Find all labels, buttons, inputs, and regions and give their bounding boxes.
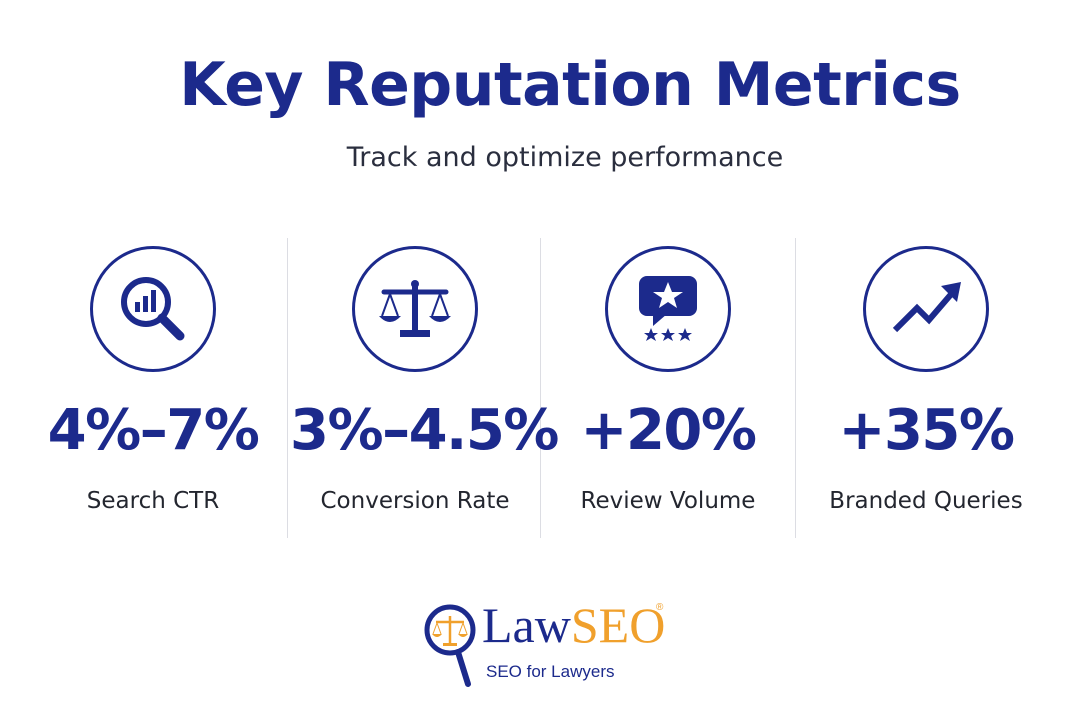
scales-of-justice-icon [352, 246, 478, 372]
metric-label: Conversion Rate [320, 488, 510, 514]
trending-up-arrow-icon [863, 246, 989, 372]
logo-word-seo: SEO [570, 597, 666, 653]
metric-label: Review Volume [580, 488, 756, 514]
page-title: Key Reputation Metrics [179, 50, 961, 120]
registered-mark: ® [656, 602, 664, 613]
metric-value: +35% [838, 398, 1015, 463]
magnifier-scales-logo-icon [424, 604, 476, 687]
lawseo-logo: LawSEO ® SEO for Lawyers [420, 598, 680, 690]
metric-label: Search CTR [86, 488, 220, 514]
logo-wordmark: LawSEO [482, 600, 665, 650]
metric-card-conversion-rate: 3%–4.5% Conversion Rate [290, 238, 559, 538]
metric-value: +20% [580, 398, 757, 463]
metric-card-branded-queries: +35% Branded Queries [801, 238, 1051, 538]
column-divider [795, 238, 796, 538]
metric-value: 3%–4.5% [290, 398, 559, 463]
metric-value: 4%–7% [47, 398, 260, 463]
metric-card-search-ctr: 4%–7% Search CTR [28, 238, 278, 538]
review-star-bubble-icon [605, 246, 731, 372]
search-chart-icon [90, 246, 216, 372]
metric-label: Branded Queries [829, 488, 1023, 514]
column-divider [540, 238, 541, 538]
metric-card-review-volume: +20% Review Volume [543, 238, 793, 538]
column-divider [287, 238, 288, 538]
page-subtitle: Track and optimize performance [346, 142, 784, 173]
logo-tagline: SEO for Lawyers [486, 662, 615, 681]
logo-word-law: Law [482, 597, 571, 653]
